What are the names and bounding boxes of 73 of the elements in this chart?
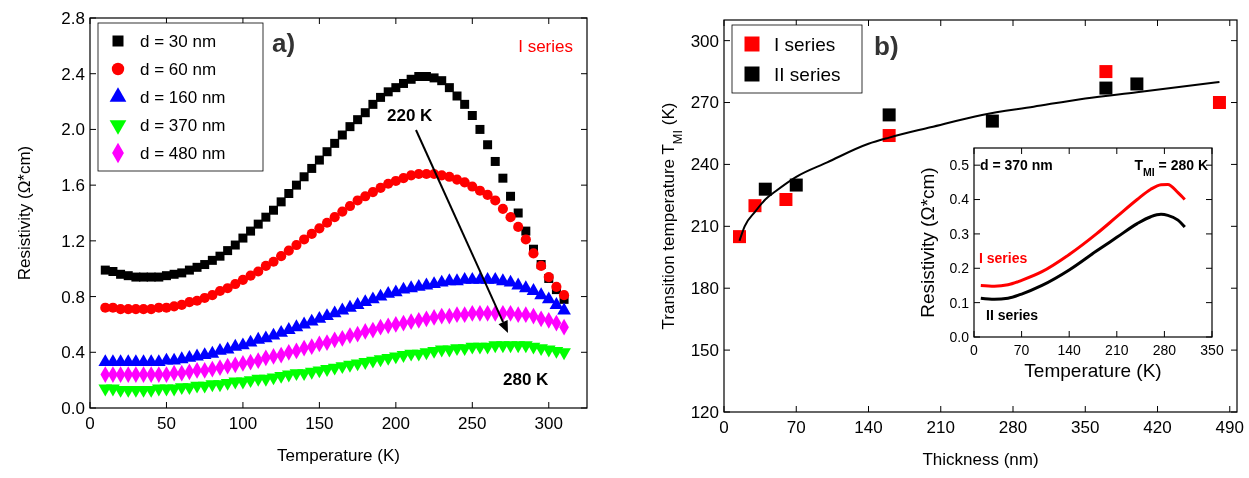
y-tick-label: 0.4 <box>61 343 85 363</box>
point <box>789 178 803 192</box>
annotation: T$_{MI}$ = 280 K <box>1134 157 1208 178</box>
x-tick-label: 210 <box>1105 342 1129 358</box>
x-tick-label: 350 <box>1200 342 1224 358</box>
y-tick-label: 0.1 <box>949 294 970 311</box>
legend-label: d = 30 nm <box>140 31 217 51</box>
annotation: I series <box>518 37 573 56</box>
series-label: I series <box>979 250 1028 266</box>
y-tick-label: 240 <box>690 155 719 175</box>
y-tick-label: 0.0 <box>61 398 85 418</box>
point <box>758 182 772 196</box>
x-tick-label: 420 <box>1143 418 1172 437</box>
x-tick-label: 0 <box>85 414 95 433</box>
x-tick-label: 490 <box>1215 418 1244 437</box>
x-tick-label: 200 <box>381 414 411 433</box>
legend-label: II series <box>774 63 841 85</box>
x-tick-label: 140 <box>854 418 883 437</box>
y-tick-label: 270 <box>690 93 719 113</box>
x-tick-label: 300 <box>534 414 563 433</box>
annotation: d = 370 nm <box>980 157 1053 173</box>
x-axis-title: Temperature (K) <box>277 446 400 465</box>
x-tick-label: 0 <box>970 342 979 358</box>
y-tick-label: 180 <box>690 279 719 299</box>
y-tick-label: 120 <box>690 402 719 422</box>
y-tick-label: 0.4 <box>949 191 970 208</box>
x-tick-label: 210 <box>926 418 955 437</box>
legend-label: I series <box>774 33 836 55</box>
y-tick-label: 2.0 <box>61 120 85 140</box>
y-axis-title: Resistivity (Ω*cm) <box>917 167 938 318</box>
point <box>1099 65 1113 79</box>
annotation: 220 K <box>387 106 434 125</box>
y-tick-label: 0.5 <box>949 157 970 174</box>
y-tick-label: 1.6 <box>61 176 85 196</box>
x-tick-label: 70 <box>1013 342 1030 358</box>
x-tick-label: 70 <box>786 418 806 437</box>
x-tick-label: 100 <box>228 414 258 433</box>
point <box>1212 96 1226 110</box>
line-series <box>979 212 1187 301</box>
y-tick-label: 0.3 <box>949 225 970 242</box>
line-series <box>979 182 1187 288</box>
y-tick-label: 2.8 <box>61 8 85 28</box>
legend-label: d = 370 nm <box>140 115 226 135</box>
annotation: 280 K <box>503 370 550 389</box>
x-tick-label: 250 <box>458 414 487 433</box>
y-tick-label: 0.2 <box>949 260 970 277</box>
y-tick-label: 0.0 <box>949 328 970 345</box>
annotation: a) <box>272 28 296 58</box>
x-tick-label: 350 <box>1071 418 1100 437</box>
x-tick-label: 0 <box>719 418 729 437</box>
series-label: II series <box>986 307 1039 323</box>
x-tick-label: 280 <box>998 418 1028 437</box>
point <box>985 114 999 128</box>
y-tick-label: 0.8 <box>61 287 85 307</box>
legend-label: d = 160 nm <box>140 87 226 107</box>
y-tick-label: 1.2 <box>61 231 85 251</box>
point <box>882 108 896 122</box>
x-tick-label: 150 <box>305 414 334 433</box>
y-axis-title: Resistivity (Ω*cm) <box>15 145 34 281</box>
x-tick-label: 280 <box>1152 342 1177 358</box>
legend-label: d = 60 nm <box>140 59 217 79</box>
point <box>1130 77 1144 91</box>
point <box>1099 81 1113 95</box>
x-tick-label: 140 <box>1057 342 1082 358</box>
point <box>779 192 793 206</box>
x-axis-title: Temperature (K) <box>1024 360 1162 381</box>
y-tick-label: 300 <box>690 31 719 51</box>
annotation: b) <box>874 31 899 61</box>
x-tick-label: 50 <box>157 414 176 433</box>
x-axis-title: Thickness (nm) <box>922 450 1039 469</box>
y-tick-label: 2.4 <box>61 64 85 84</box>
y-tick-label: 210 <box>690 217 719 237</box>
legend-label: d = 480 nm <box>140 143 226 163</box>
